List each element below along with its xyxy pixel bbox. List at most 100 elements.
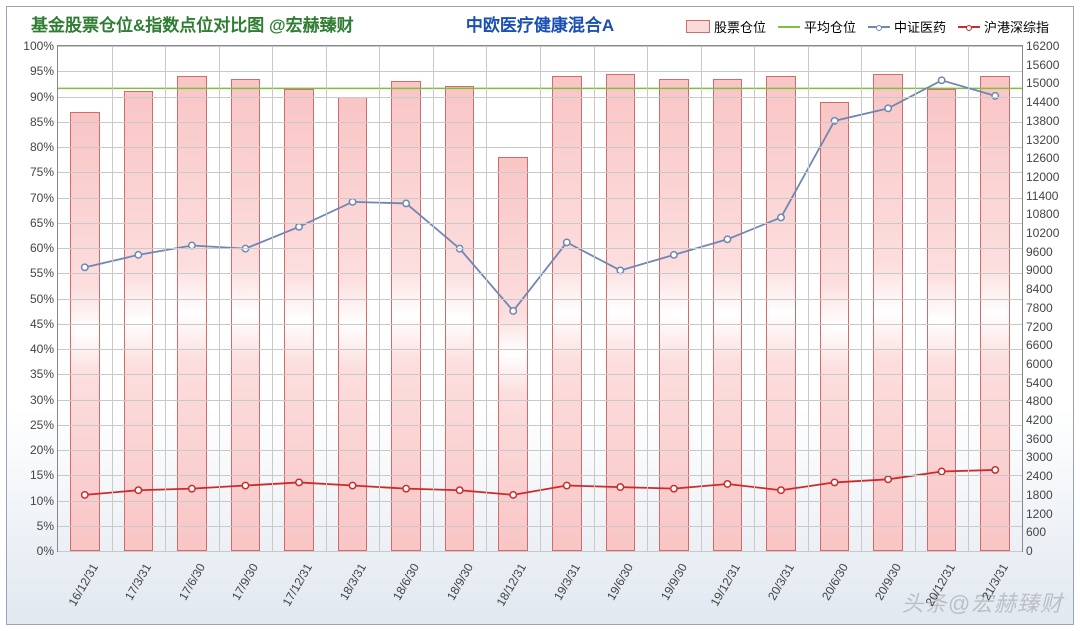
- y-right-tick: 7800: [1022, 301, 1053, 315]
- y-left-tick: 5%: [37, 519, 58, 533]
- y-right-tick: 14400: [1022, 95, 1059, 109]
- marker: [349, 482, 355, 488]
- x-tick-label: 17/6/30: [176, 561, 208, 603]
- y-left-tick: 40%: [30, 342, 58, 356]
- marker: [724, 236, 730, 242]
- legend-item-cn: 中证医药: [868, 17, 946, 36]
- y-left-tick: 55%: [30, 266, 58, 280]
- y-right-tick: 4800: [1022, 394, 1053, 408]
- y-left-tick: 70%: [30, 191, 58, 205]
- y-right-tick: 7200: [1022, 320, 1053, 334]
- marker: [456, 487, 462, 493]
- marker: [938, 77, 944, 83]
- y-left-tick: 10%: [30, 494, 58, 508]
- marker: [135, 252, 141, 258]
- y-right-tick: 4200: [1022, 413, 1053, 427]
- y-right-tick: 10800: [1022, 207, 1059, 221]
- x-tick-label: 19/6/30: [604, 561, 636, 603]
- y-right-tick: 15000: [1022, 76, 1059, 90]
- y-left-tick: 25%: [30, 418, 58, 432]
- legend-label: 平均仓位: [804, 17, 856, 36]
- marker: [82, 264, 88, 270]
- x-tick-label: 20/6/30: [819, 561, 851, 603]
- y-left-tick: 65%: [30, 216, 58, 230]
- y-left-tick: 20%: [30, 443, 58, 457]
- y-left-tick: 90%: [30, 90, 58, 104]
- marker: [617, 484, 623, 490]
- marker: [242, 482, 248, 488]
- legend-line-avg-icon: [778, 26, 800, 28]
- y-right-tick: 2400: [1022, 469, 1053, 483]
- y-left-tick: 80%: [30, 140, 58, 154]
- chart-title: 基金股票仓位&指数点位对比图 @宏赫臻财: [31, 11, 354, 36]
- x-tick-label: 16/12/31: [65, 561, 100, 608]
- marker: [778, 214, 784, 220]
- y-right-tick: 1800: [1022, 488, 1053, 502]
- legend-line-cn-icon: [868, 26, 890, 28]
- y-right-tick: 16200: [1022, 39, 1059, 53]
- marker: [938, 468, 944, 474]
- y-right-tick: 12600: [1022, 151, 1059, 165]
- legend-item-bars: 股票仓位: [686, 17, 766, 36]
- y-left-tick: 15%: [30, 468, 58, 482]
- y-right-tick: 9600: [1022, 245, 1053, 259]
- x-tick-label: 19/3/31: [551, 561, 583, 603]
- marker: [671, 252, 677, 258]
- y-right-tick: 15600: [1022, 58, 1059, 72]
- marker: [671, 485, 677, 491]
- legend: 股票仓位 平均仓位 中证医药 沪港深综指: [686, 17, 1049, 36]
- marker: [564, 239, 570, 245]
- x-tick-label: 20/3/31: [765, 561, 797, 603]
- marker: [510, 492, 516, 498]
- marker: [296, 224, 302, 230]
- marker: [189, 485, 195, 491]
- marker: [831, 479, 837, 485]
- legend-label: 中证医药: [894, 17, 946, 36]
- y-right-tick: 6000: [1022, 357, 1053, 371]
- y-right-tick: 12000: [1022, 170, 1059, 184]
- x-tick-label: 18/3/31: [337, 561, 369, 603]
- y-left-tick: 95%: [30, 64, 58, 78]
- y-right-tick: 8400: [1022, 282, 1053, 296]
- title-row: 基金股票仓位&指数点位对比图 @宏赫臻财 中欧医疗健康混合A 股票仓位 平均仓位…: [7, 11, 1073, 39]
- y-right-tick: 13800: [1022, 114, 1059, 128]
- y-left-tick: 100%: [23, 39, 58, 53]
- marker: [403, 485, 409, 491]
- marker: [403, 200, 409, 206]
- marker: [564, 482, 570, 488]
- y-left-tick: 45%: [30, 317, 58, 331]
- legend-label: 沪港深综指: [984, 17, 1049, 36]
- marker: [724, 481, 730, 487]
- y-left-tick: 35%: [30, 367, 58, 381]
- y-right-tick: 13200: [1022, 133, 1059, 147]
- y-right-tick: 3600: [1022, 432, 1053, 446]
- watermark: 头条@宏赫臻财: [902, 586, 1063, 618]
- plot-area: 0%5%10%15%20%25%30%35%40%45%50%55%60%65%…: [57, 45, 1023, 552]
- x-tick-label: 18/12/31: [494, 561, 529, 608]
- marker: [296, 479, 302, 485]
- legend-item-sh: 沪港深综指: [958, 17, 1049, 36]
- x-tick-label: 18/6/30: [390, 561, 422, 603]
- y-right-tick: 1200: [1022, 507, 1053, 521]
- y-left-tick: 50%: [30, 292, 58, 306]
- x-tick-label: 20/9/30: [872, 561, 904, 603]
- marker: [885, 105, 891, 111]
- y-right-tick: 600: [1022, 525, 1046, 539]
- marker: [885, 476, 891, 482]
- y-right-tick: 10200: [1022, 226, 1059, 240]
- marker: [349, 199, 355, 205]
- y-left-tick: 60%: [30, 241, 58, 255]
- legend-label: 股票仓位: [714, 17, 766, 36]
- y-right-tick: 0: [1022, 544, 1033, 558]
- marker: [778, 487, 784, 493]
- y-left-tick: 0%: [37, 544, 58, 558]
- chart-subtitle: 中欧医疗健康混合A: [466, 11, 614, 36]
- y-right-tick: 9000: [1022, 263, 1053, 277]
- x-tick-label: 17/12/31: [280, 561, 315, 608]
- y-left-tick: 85%: [30, 115, 58, 129]
- y-right-tick: 6600: [1022, 338, 1053, 352]
- y-right-tick: 11400: [1022, 189, 1058, 203]
- marker: [135, 487, 141, 493]
- x-tick-label: 17/3/31: [122, 561, 154, 603]
- x-tick-label: 17/9/30: [229, 561, 261, 603]
